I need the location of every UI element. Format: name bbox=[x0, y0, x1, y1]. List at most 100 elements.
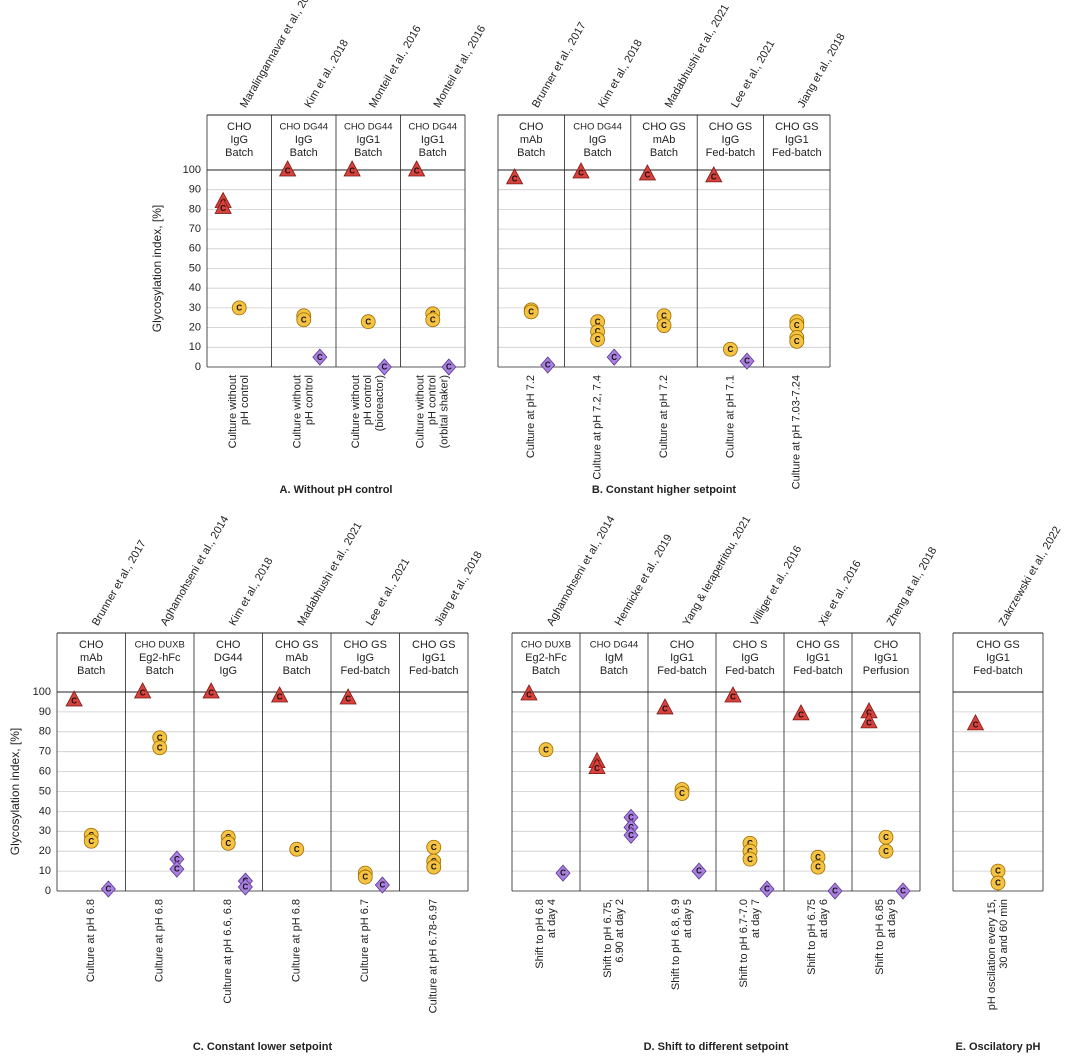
citation-group: Aghamohseni et al., 2014 bbox=[545, 514, 618, 628]
diamond-marker bbox=[237, 878, 253, 896]
y-tick-label: 80 bbox=[189, 203, 201, 215]
condition-label: pH control bbox=[362, 375, 374, 425]
y-tick-label: 30 bbox=[189, 302, 201, 314]
column-header: Fed-batch bbox=[725, 665, 775, 677]
column-header: CHO GS bbox=[344, 639, 387, 651]
marker-letter: C bbox=[747, 855, 753, 864]
column-header: CHO DUXB bbox=[135, 640, 185, 651]
marker-letter: C bbox=[208, 689, 214, 698]
circle-marker bbox=[789, 333, 805, 349]
marker-letter: C bbox=[794, 337, 800, 346]
y-axis-label-group: Glycosylation index, [%] bbox=[150, 205, 164, 332]
marker-letter: C bbox=[747, 847, 753, 856]
marker-letter: C bbox=[157, 743, 163, 752]
condition-label: pH oscilation every 15, bbox=[986, 899, 998, 1010]
citation-group: Kim et al., 2018 bbox=[302, 38, 351, 110]
condition-label: Culture without bbox=[350, 375, 362, 448]
condition-label: at day 5 bbox=[682, 899, 694, 938]
citation-group: Maralingannavar et al., 2018 bbox=[238, 0, 318, 110]
column-header: IgM bbox=[605, 652, 623, 664]
triangle-marker bbox=[860, 712, 878, 729]
y-tick-label: 10 bbox=[39, 865, 51, 877]
condition-group: Culture at pH 6.8 bbox=[85, 899, 97, 982]
diamond-marker bbox=[555, 864, 571, 882]
condition-label: Culture at pH 7.2 bbox=[658, 375, 670, 458]
circle-marker bbox=[674, 786, 690, 801]
condition-label: at day 7 bbox=[750, 899, 762, 938]
condition-group: Shift to pH 6.8 at day 4 bbox=[534, 899, 558, 969]
condition-group: Shift to pH 6.75, 6.90 at day 2 bbox=[602, 899, 626, 978]
column-header: Batch bbox=[283, 665, 311, 677]
condition-label: at day 4 bbox=[546, 899, 558, 938]
marker-letter: C bbox=[543, 745, 549, 754]
column-header: CHO bbox=[227, 121, 252, 133]
condition-label: Culture without bbox=[292, 375, 304, 448]
marker-letter: C bbox=[545, 361, 551, 370]
condition-group: Culture without pH control bbox=[292, 375, 316, 448]
marker-letter: C bbox=[381, 363, 387, 372]
y-tick-label: 100 bbox=[33, 686, 51, 698]
circle-marker bbox=[360, 314, 376, 330]
column-header: Perfusion bbox=[863, 665, 909, 677]
condition-label: Culture at pH 7.03-7.24 bbox=[791, 375, 803, 489]
marker-letter: C bbox=[105, 885, 111, 894]
marker-letter: C bbox=[611, 353, 617, 362]
condition-label: Culture at pH 7.2 bbox=[525, 375, 537, 458]
diamond-marker bbox=[312, 348, 328, 366]
y-tick-label: 60 bbox=[189, 243, 201, 255]
condition-label: (orbital shaker) bbox=[439, 375, 451, 448]
column-header: IgG bbox=[589, 134, 607, 146]
marker-letter: C bbox=[560, 869, 566, 878]
column-header: Fed-batch bbox=[706, 147, 756, 159]
circle-marker bbox=[810, 859, 826, 875]
citation-group: Villiger et al., 2016 bbox=[749, 544, 805, 628]
condition-label: (bioreactor) bbox=[374, 375, 386, 431]
circle-marker bbox=[590, 332, 605, 347]
panel-caption: D. Shift to different setpoint bbox=[644, 1041, 789, 1053]
marker-letter: C bbox=[832, 887, 838, 896]
column-header: Batch bbox=[146, 665, 174, 677]
marker-letter: C bbox=[595, 327, 601, 336]
citation: Kim et al., 2018 bbox=[302, 38, 351, 110]
y-tick-label: 20 bbox=[39, 845, 51, 857]
y-tick-label: 40 bbox=[189, 282, 201, 294]
citation-group: Yang & Ierapetritou, 2021 bbox=[681, 514, 754, 628]
condition-label: Culture at pH 6.7 bbox=[359, 899, 371, 982]
triangle-marker bbox=[202, 682, 220, 699]
marker-letter: C bbox=[728, 345, 734, 354]
column-header: IgG bbox=[230, 134, 248, 146]
citation-group: Lee et al., 2021 bbox=[364, 556, 412, 628]
diamond-marker bbox=[739, 352, 755, 370]
circle-marker bbox=[990, 875, 1006, 891]
condition-label: Culture at pH 6.8 bbox=[154, 899, 166, 982]
citation: Madabhushi et al., 2021 bbox=[663, 2, 732, 110]
diamond-marker bbox=[100, 880, 116, 898]
triangle-marker bbox=[966, 713, 985, 731]
condition-label: Shift to pH 6.8 bbox=[534, 899, 546, 969]
y-axis-label-group: Glycosylation index, [%] bbox=[8, 728, 22, 855]
citation-group: Xie et al., 2016 bbox=[817, 558, 864, 628]
column-header: mAb bbox=[653, 134, 676, 146]
marker-letter: C bbox=[528, 307, 534, 316]
column-header: Batch bbox=[225, 147, 253, 159]
panel-caption: B. Constant higher setpoint bbox=[592, 484, 737, 496]
condition-group: Culture at pH 6.6, 6.8 bbox=[222, 899, 234, 1004]
circle-marker bbox=[878, 843, 894, 859]
marker-letter: C bbox=[414, 167, 420, 176]
marker-letter: C bbox=[431, 843, 437, 852]
condition-group: Culture at pH 6.8 bbox=[291, 899, 303, 982]
column-header: Fed-batch bbox=[793, 665, 843, 677]
y-tick-label: 40 bbox=[39, 805, 51, 817]
panel-caption: A. Without pH control bbox=[280, 484, 393, 496]
diamond-marker bbox=[376, 358, 392, 376]
marker-letter: C bbox=[88, 837, 94, 846]
column-header: IgG1 bbox=[421, 134, 445, 146]
marker-letter: C bbox=[900, 887, 906, 896]
citation: Lee et al., 2021 bbox=[364, 556, 412, 628]
y-tick-label: 50 bbox=[39, 785, 51, 797]
condition-label: Culture at pH 7.2, 7.4 bbox=[592, 375, 604, 480]
condition-label: pH control bbox=[427, 375, 439, 425]
triangle-marker bbox=[588, 757, 606, 775]
citation-group: Brunner et al., 2017 bbox=[530, 20, 589, 110]
condition-group: Culture at pH 7.1 bbox=[724, 375, 736, 458]
